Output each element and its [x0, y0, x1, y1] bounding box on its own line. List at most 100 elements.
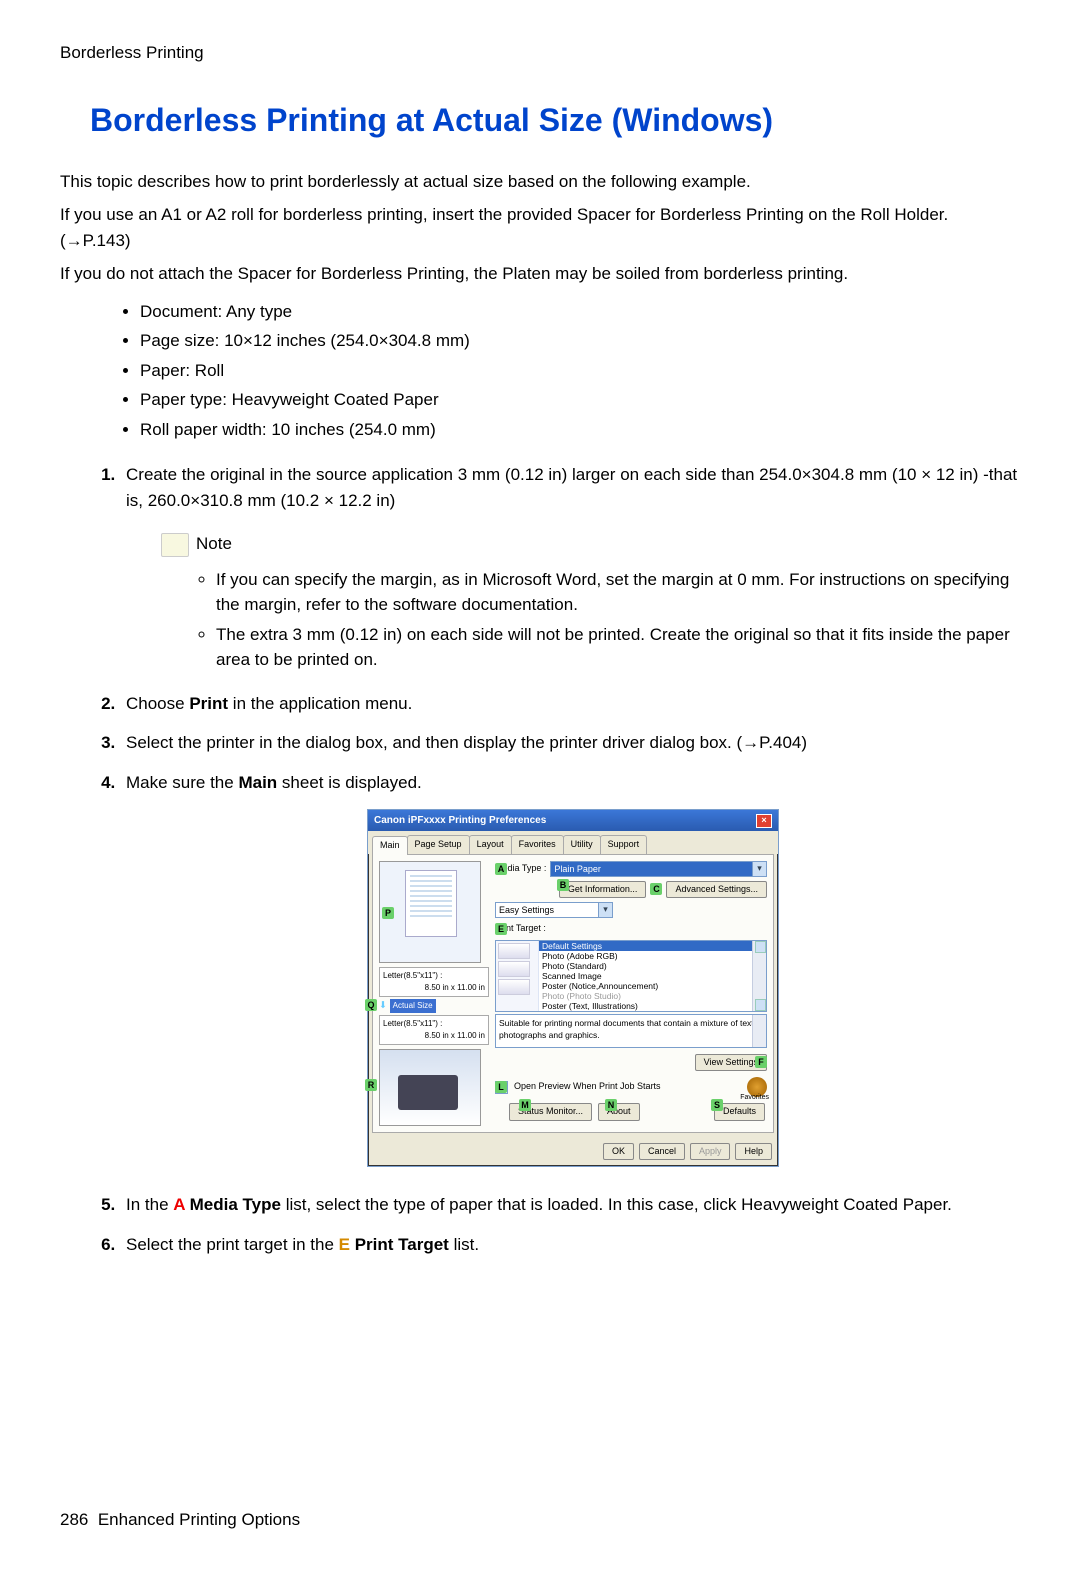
size-2b: 8.50 in x 11.00 in: [383, 1030, 485, 1042]
favorites-label: Favorites: [740, 1093, 769, 1104]
target-scanned[interactable]: Scanned Image: [539, 971, 752, 981]
target-photo-studio: Photo (Photo Studio): [539, 991, 752, 1001]
step-6a: Select the print target in the: [126, 1235, 339, 1254]
link-p404[interactable]: →P.404: [742, 733, 801, 752]
close-icon[interactable]: ×: [756, 814, 772, 828]
footer-section: Enhanced Printing Options: [98, 1510, 300, 1529]
marker-m: M: [519, 1099, 531, 1111]
steps-list: Create the original in the source applic…: [90, 462, 1020, 1257]
dialog-bottom-buttons: OK Cancel Apply Help: [368, 1137, 778, 1167]
step-6c: list.: [449, 1235, 479, 1254]
step-4: Make sure the Main sheet is displayed. C…: [120, 770, 1020, 1168]
step-6b: Print Target: [350, 1235, 449, 1254]
size-info-2: Letter(8.5"x11") : 8.50 in x 11.00 in: [379, 1015, 489, 1045]
step-6: Select the print target in the E Print T…: [120, 1232, 1020, 1258]
spec-paper: Paper: Roll: [140, 358, 1020, 384]
step-5a: In the: [126, 1195, 173, 1214]
target-default[interactable]: Default Settings: [539, 941, 752, 951]
marker-e: E: [495, 923, 507, 935]
step-3a: Select the printer in the dialog box, an…: [126, 733, 742, 752]
get-information-button[interactable]: Get Information...: [559, 881, 647, 899]
dialog-tabs: Main Page Setup Layout Favorites Utility…: [368, 831, 778, 854]
ok-button[interactable]: OK: [603, 1143, 634, 1161]
spec-list: Document: Any type Page size: 10×12 inch…: [100, 299, 1020, 443]
tab-layout[interactable]: Layout: [469, 835, 512, 854]
note-icon: [161, 533, 189, 557]
step-2: Choose Print in the application menu.: [120, 691, 1020, 717]
step-4-main: Main: [238, 773, 277, 792]
size-info-1: Letter(8.5"x11") : 8.50 in x 11.00 in: [379, 967, 489, 997]
tab-utility[interactable]: Utility: [563, 835, 601, 854]
note-label: Note: [196, 531, 232, 557]
right-column: A Media Type : Plain Paper ▾ B Get Infor…: [495, 861, 767, 1126]
intro-2a: If you use an A1 or A2 roll for borderle…: [60, 205, 948, 250]
scrollbar[interactable]: [752, 1015, 766, 1047]
step-5: In the A Media Type list, select the typ…: [120, 1192, 1020, 1218]
marker-a: A: [495, 863, 507, 875]
tab-support[interactable]: Support: [600, 835, 648, 854]
target-poster-notice[interactable]: Poster (Notice,Announcement): [539, 981, 752, 991]
spec-document: Document: Any type: [140, 299, 1020, 325]
advanced-settings-button[interactable]: Advanced Settings...: [666, 881, 767, 899]
marker-n: N: [605, 1099, 617, 1111]
letter-a: A: [173, 1195, 185, 1214]
step-4a: Make sure the: [126, 773, 238, 792]
page-number: 286: [60, 1510, 88, 1529]
desc-text: Suitable for printing normal documents t…: [499, 1018, 756, 1041]
spec-pagesize: Page size: 10×12 inches (254.0×304.8 mm): [140, 328, 1020, 354]
step-3b: ): [801, 733, 807, 752]
target-thumbnails: [496, 941, 539, 1011]
target-draft[interactable]: Draft: [539, 1011, 752, 1012]
tab-favorites[interactable]: Favorites: [511, 835, 564, 854]
marker-b: B: [557, 879, 569, 891]
target-photo-adobe[interactable]: Photo (Adobe RGB): [539, 951, 752, 961]
target-photo-std[interactable]: Photo (Standard): [539, 961, 752, 971]
left-column: P Letter(8.5"x11") : 8.50 in x 11.00 in …: [379, 861, 489, 1126]
target-description: Suitable for printing normal documents t…: [495, 1014, 767, 1048]
step-2c: in the application menu.: [228, 694, 412, 713]
printing-preferences-dialog: Canon iPFxxxx Printing Preferences × Mai…: [367, 809, 779, 1167]
chevron-down-icon[interactable]: ▾: [598, 903, 612, 917]
dialog-panel: P Letter(8.5"x11") : 8.50 in x 11.00 in …: [372, 854, 774, 1133]
dialog-titlebar: Canon iPFxxxx Printing Preferences ×: [368, 810, 778, 831]
media-type-combo[interactable]: Plain Paper ▾: [550, 861, 767, 877]
step-2a: Choose: [126, 694, 189, 713]
link-p143[interactable]: →P.143: [66, 231, 125, 250]
actual-size-label: Actual Size: [390, 999, 436, 1013]
printer-image: ↻: [379, 1049, 481, 1126]
step-4c: sheet is displayed.: [277, 773, 422, 792]
marker-f: F: [755, 1056, 767, 1068]
spec-papertype: Paper type: Heavyweight Coated Paper: [140, 387, 1020, 413]
step-2-print: Print: [189, 694, 228, 713]
step-3: Select the printer in the dialog box, an…: [120, 730, 1020, 756]
breadcrumb: Borderless Printing: [60, 40, 1020, 66]
page-title: Borderless Printing at Actual Size (Wind…: [90, 96, 1020, 144]
print-target-list[interactable]: Default Settings Photo (Adobe RGB) Photo…: [495, 940, 767, 1012]
marker-r: R: [365, 1079, 377, 1091]
tab-main[interactable]: Main: [372, 836, 408, 855]
step-1: Create the original in the source applic…: [120, 462, 1020, 673]
target-poster-text[interactable]: Poster (Text, Illustrations): [539, 1001, 752, 1011]
tab-page-setup[interactable]: Page Setup: [407, 835, 470, 854]
letter-e: E: [339, 1235, 350, 1254]
apply-button: Apply: [690, 1143, 731, 1161]
step-1-text: Create the original in the source applic…: [126, 465, 1017, 510]
cancel-button[interactable]: Cancel: [639, 1143, 685, 1161]
marker-q: Q: [365, 999, 377, 1011]
easy-settings-combo[interactable]: Easy Settings ▾: [495, 902, 613, 918]
page-preview: P: [379, 861, 481, 963]
intro-1: This topic describes how to print border…: [60, 169, 1020, 195]
spec-rollwidth: Roll paper width: 10 inches (254.0 mm): [140, 417, 1020, 443]
chevron-down-icon[interactable]: ▾: [752, 862, 766, 876]
page-footer: 286 Enhanced Printing Options: [60, 1507, 1020, 1533]
scrollbar[interactable]: [752, 941, 766, 1011]
marker-l: L: [495, 1081, 507, 1093]
note-bullet-1: If you can specify the margin, as in Mic…: [216, 567, 1020, 618]
step-5c: list, select the type of paper that is l…: [281, 1195, 952, 1214]
marker-s: S: [711, 1099, 723, 1111]
size-2a: Letter(8.5"x11") :: [383, 1018, 485, 1030]
size-1b: 8.50 in x 11.00 in: [383, 982, 485, 994]
media-type-value: Plain Paper: [554, 864, 601, 874]
help-button[interactable]: Help: [735, 1143, 772, 1161]
intro-2: If you use an A1 or A2 roll for borderle…: [60, 202, 1020, 253]
